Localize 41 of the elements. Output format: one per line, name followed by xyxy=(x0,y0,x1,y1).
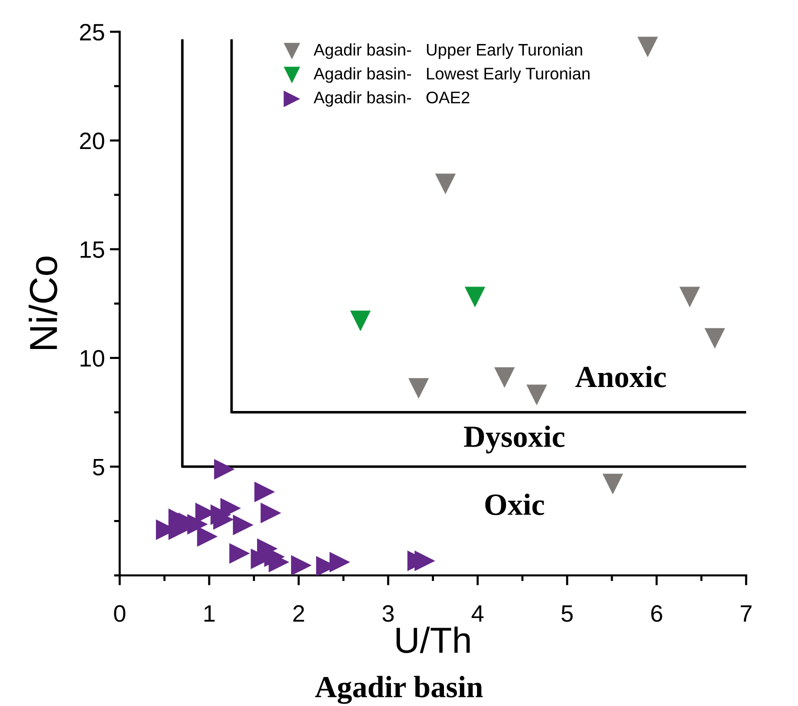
point xyxy=(197,526,218,547)
y-axis-title: Ni/Co xyxy=(28,256,58,350)
x-tick-label: 2 xyxy=(293,605,304,622)
annotation: Dysoxic xyxy=(464,426,565,454)
point xyxy=(679,286,700,308)
x-tick-label: 7 xyxy=(740,605,752,622)
x-tick-label: 4 xyxy=(472,605,484,622)
point xyxy=(291,555,312,576)
point xyxy=(464,286,486,308)
point xyxy=(637,36,658,58)
point xyxy=(414,550,436,572)
point xyxy=(254,482,275,502)
x-tick-label: 3 xyxy=(382,605,394,622)
legend-label: Agadir basin- OAE2 xyxy=(314,91,470,107)
annotation: Anoxic xyxy=(575,366,666,388)
y-tick-label: 10 xyxy=(80,350,104,367)
x-tick-label: 1 xyxy=(204,605,215,622)
point xyxy=(408,378,429,399)
point xyxy=(330,552,350,572)
annotation: Oxic xyxy=(485,494,544,516)
y-tick-label: 25 xyxy=(80,24,104,41)
legend-label: Agadir basin- Upper Early Turonian xyxy=(314,43,582,59)
point xyxy=(526,384,548,406)
text: Agadir basin xyxy=(315,676,483,704)
point xyxy=(494,367,515,388)
x-tick-label: 6 xyxy=(651,605,662,622)
legend-label: Agadir basin- Lowest Early Turonian xyxy=(314,67,590,83)
point xyxy=(350,310,371,332)
x-tick-label: 5 xyxy=(562,605,573,622)
point xyxy=(214,458,235,480)
point xyxy=(232,514,254,536)
y-tick-label: 5 xyxy=(92,458,104,476)
x-axis-title: U/Th xyxy=(396,626,470,654)
point xyxy=(602,474,624,494)
x-tick-label: 0 xyxy=(114,605,126,622)
point xyxy=(435,174,456,194)
y-tick-label: 15 xyxy=(80,242,104,258)
point xyxy=(229,543,250,564)
point xyxy=(260,502,282,524)
point xyxy=(704,328,726,349)
y-tick-label: 20 xyxy=(80,132,104,150)
